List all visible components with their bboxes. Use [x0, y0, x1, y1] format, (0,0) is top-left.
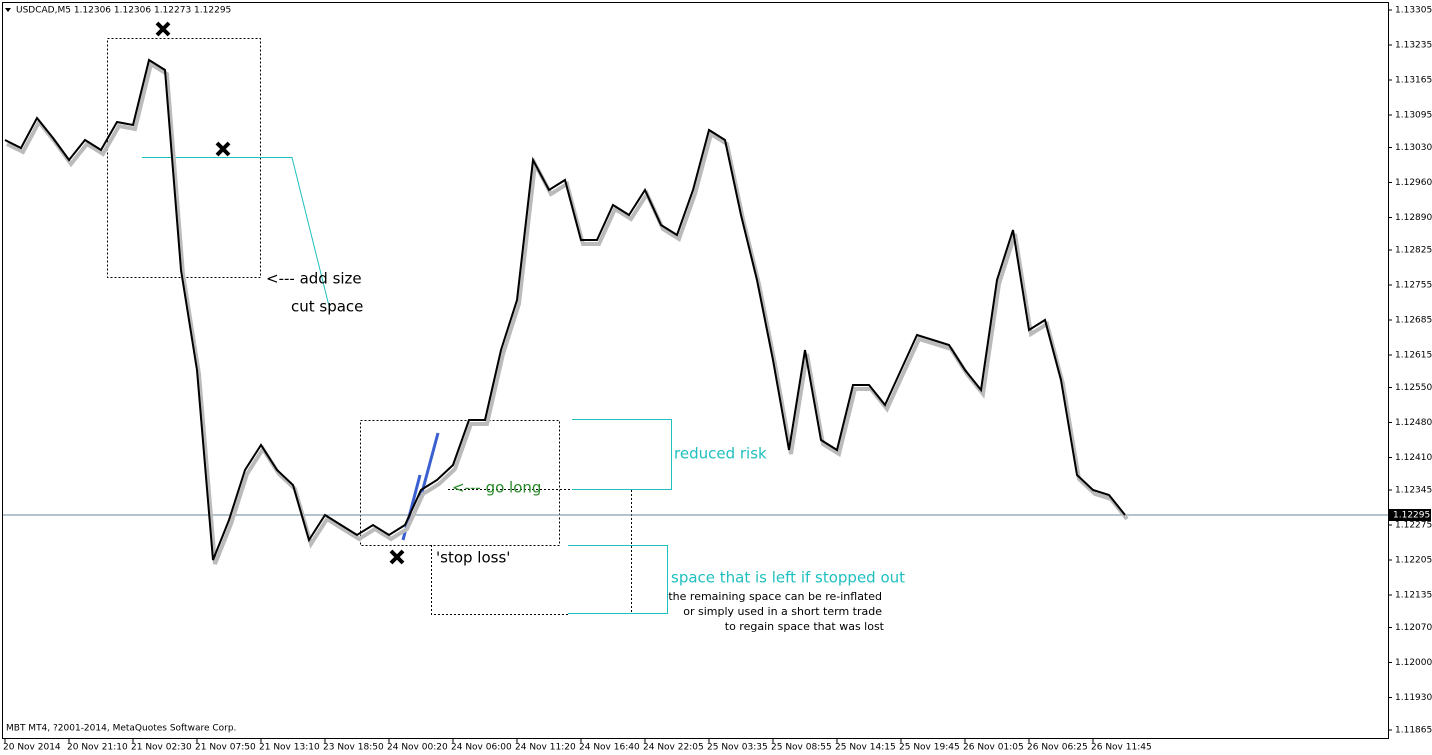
y-tick-label: 1.12070	[1395, 623, 1432, 633]
y-tick-label: 1.12410	[1395, 453, 1432, 463]
x-marks	[155, 21, 405, 565]
y-tick-label: 1.12615	[1395, 351, 1432, 361]
cyan-line	[142, 157, 331, 311]
y-tick-label: 1.13235	[1395, 41, 1432, 51]
plot-frame	[2, 2, 1389, 739]
note: to regain space that was lost	[725, 620, 885, 633]
y-tick-label: 1.12755	[1395, 281, 1432, 291]
y-tick-label: 1.12685	[1395, 316, 1432, 326]
dotted-line	[431, 545, 568, 615]
last-price-label: 1.12295	[1393, 511, 1430, 521]
y-tick-label: 1.12345	[1395, 486, 1432, 496]
dotted-box	[360, 420, 560, 546]
price-line	[4, 58, 1126, 561]
x-tick-label: 26 Nov 06:25	[1027, 743, 1088, 753]
y-tick-label: 1.13165	[1395, 76, 1432, 86]
y-tick-label: 1.13095	[1395, 111, 1432, 121]
x-tick-label: 26 Nov 11:45	[1091, 743, 1152, 753]
y-tick-label: 1.12000	[1395, 658, 1432, 668]
note: or simply used in a short term trade	[683, 605, 882, 618]
y-tick-label: 1.12825	[1395, 246, 1432, 256]
last-price-box	[1389, 509, 1431, 521]
menu-arrow	[5, 8, 11, 12]
y-tick-label: 1.12960	[1395, 178, 1432, 188]
annotation: <--- add size	[266, 270, 362, 288]
x-mark	[389, 549, 405, 565]
x-tick-label: 21 Nov 07:50	[195, 743, 256, 753]
annotation: cut space	[291, 298, 363, 316]
y-tick-label: 1.11865	[1395, 726, 1432, 736]
y-tick-label: 1.12890	[1395, 213, 1432, 223]
x-tick-label: 25 Nov 03:35	[707, 743, 768, 753]
y-tick-label: 1.12205	[1395, 556, 1432, 566]
cyan-bracket	[568, 545, 668, 614]
y-tick-label: 1.12550	[1395, 383, 1432, 393]
x-tick-label: 24 Nov 00:20	[387, 743, 448, 753]
footer: MBT MT4, ?2001-2014, MetaQuotes Software…	[6, 724, 236, 734]
x-tick-label: 21 Nov 02:30	[131, 743, 192, 753]
y-tick-label: 1.11930	[1395, 693, 1432, 703]
x-tick-label: 24 Nov 11:20	[515, 743, 576, 753]
x-tick-label: 24 Nov 16:40	[579, 743, 640, 753]
x-tick-label: 24 Nov 22:05	[643, 743, 704, 753]
x-tick-label: 24 Nov 06:00	[451, 743, 512, 753]
x-mark	[215, 141, 231, 157]
annotation: space that is left if stopped out	[671, 569, 905, 587]
y-tick-label: 1.12275	[1395, 521, 1432, 531]
x-tick-label: 21 Nov 13:10	[259, 743, 320, 753]
annotation: reduced risk	[674, 445, 767, 463]
y-tick-label: 1.13030	[1395, 143, 1432, 153]
cyan-lines	[142, 157, 672, 614]
x-tick-label: 23 Nov 18:50	[323, 743, 384, 753]
x-tick-label: 25 Nov 08:55	[771, 743, 832, 753]
y-tick-label: 1.12480	[1395, 418, 1432, 428]
chart-title: USDCAD,M5 1.12306 1.12306 1.12273 1.1229…	[16, 6, 231, 16]
note: the remaining space can be re-inflated	[668, 590, 882, 603]
y-tick-label: 1.12135	[1395, 591, 1432, 601]
x-tick-label: 20 Nov 2014	[3, 743, 61, 753]
annotation: 'stop loss'	[436, 549, 510, 567]
x-tick-label: 20 Nov 21:10	[67, 743, 128, 753]
y-tick-label: 1.13305	[1395, 6, 1432, 16]
x-tick-label: 26 Nov 01:05	[963, 743, 1024, 753]
annotation: <--- go long	[452, 479, 541, 497]
cyan-bracket	[572, 419, 672, 490]
x-mark	[155, 21, 171, 37]
x-tick-label: 25 Nov 19:45	[899, 743, 960, 753]
x-tick-label: 25 Nov 14:15	[835, 743, 896, 753]
